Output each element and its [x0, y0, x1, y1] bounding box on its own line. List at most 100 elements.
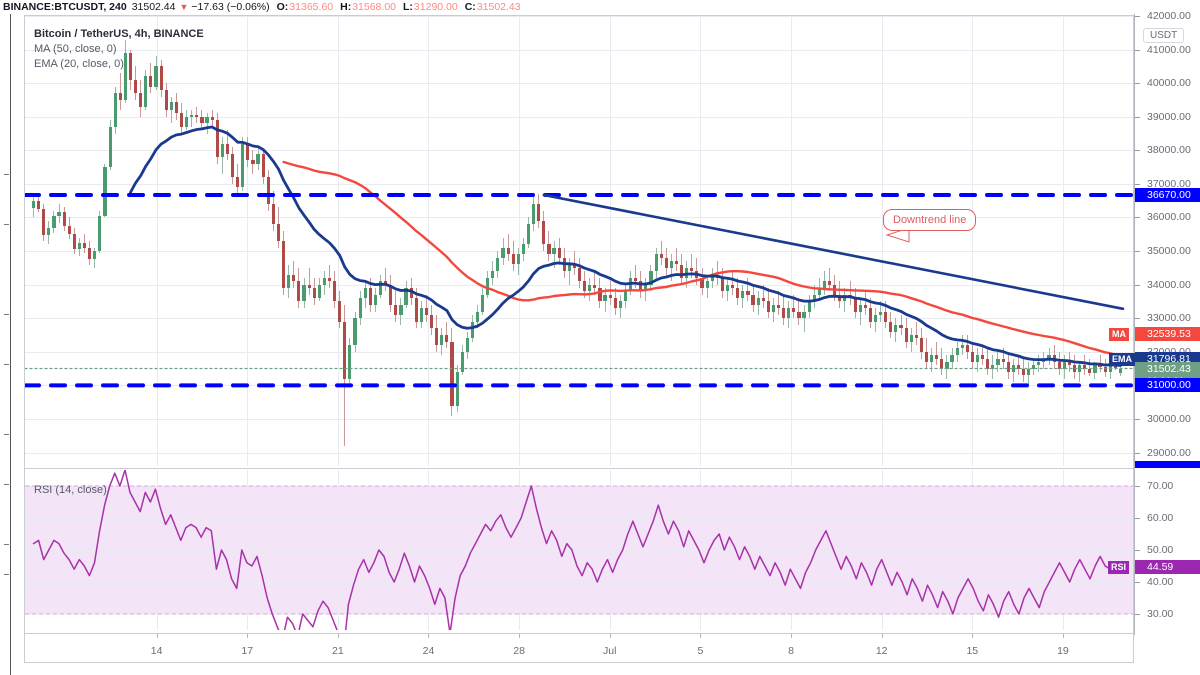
candle-body — [302, 284, 306, 302]
candle-body — [1021, 368, 1026, 376]
candle-body — [353, 318, 357, 346]
time-axis[interactable]: 14 17 21 24 28 Jul 5 8 12 15 19 — [25, 634, 1133, 662]
candle-body — [378, 281, 383, 295]
price-axis-unit[interactable]: USDT — [1143, 28, 1185, 43]
candle-wick — [859, 298, 861, 325]
candle-body — [879, 311, 883, 315]
candle-body — [399, 304, 403, 315]
candle-body — [481, 294, 485, 312]
candle-wick — [762, 284, 764, 309]
candle-body — [333, 281, 337, 302]
candle-body — [72, 234, 76, 250]
downtrend-trendline[interactable] — [542, 193, 1125, 311]
ticker-change: −17.63 (−0.06%) — [191, 1, 270, 13]
candle-body — [577, 267, 582, 282]
candle-body — [634, 277, 638, 282]
candle-body — [220, 143, 224, 158]
grid-line-vertical — [609, 16, 611, 466]
candle-body — [108, 126, 112, 168]
ema-legend[interactable]: EMA (20, close, 0) — [34, 58, 124, 70]
candle-body — [93, 251, 97, 260]
candle-wick — [747, 277, 749, 302]
candle-wick — [635, 264, 637, 288]
candle-body — [185, 116, 189, 127]
ma-legend[interactable]: MA (50, close, 0) — [34, 43, 117, 55]
left-strip-tick — [4, 224, 9, 225]
candle-body — [618, 301, 622, 309]
candle-body — [639, 281, 643, 292]
time-axis-label: 19 — [1057, 645, 1069, 657]
candle-body — [674, 261, 679, 265]
candle-body — [797, 311, 801, 319]
rsi-axis[interactable]: 70.00 60.00 50.00 40.00 30.00 44.59 — [1134, 470, 1200, 635]
time-axis-label: 8 — [788, 645, 794, 657]
candle-body — [1088, 368, 1092, 373]
badge-value: 32539.53 — [1147, 327, 1191, 340]
candle-body — [261, 153, 265, 178]
candle-wick — [553, 241, 555, 268]
candle-body — [766, 301, 770, 312]
candle-body — [200, 116, 204, 124]
candle-body — [52, 215, 56, 228]
candle-body — [547, 244, 551, 255]
candle-body — [812, 294, 816, 302]
candle-body — [103, 167, 107, 216]
grid-line-vertical — [337, 16, 339, 466]
grid-line-horizontal — [25, 352, 1133, 353]
price-axis-badge-support[interactable]: 31000.00 — [1135, 378, 1200, 393]
candle-body — [654, 254, 658, 272]
candle-body — [970, 351, 975, 362]
pane-divider[interactable] — [24, 468, 1134, 469]
grid-line-horizontal — [25, 318, 1133, 319]
price-axis-tick — [1135, 117, 1140, 118]
candle-body — [986, 358, 990, 369]
rsi-axis-tick — [1135, 486, 1140, 487]
candle-body — [700, 277, 704, 288]
price-axis-tick — [1135, 285, 1140, 286]
candle-body — [195, 115, 199, 117]
ticker-symbol[interactable]: BINANCE:BTCUSDT, 240 — [3, 1, 127, 13]
candle-wick — [293, 261, 295, 288]
price-axis-badge-ma[interactable]: 32539.53 — [1135, 326, 1200, 341]
candle-body — [736, 288, 740, 299]
candle-body — [1083, 365, 1087, 369]
candle-body — [720, 277, 724, 292]
price-axis-label: 34000.00 — [1147, 278, 1191, 291]
candle-wick — [849, 281, 851, 305]
candle-body — [884, 311, 888, 322]
price-axis-tick — [1135, 184, 1140, 185]
downtrend-line-callout[interactable]: Downtrend line — [883, 209, 977, 231]
candle-wick — [961, 335, 963, 356]
price-axis-tick — [1135, 251, 1140, 252]
rsi-grid-line — [25, 582, 1133, 583]
rsi-indicator-pane[interactable] — [25, 470, 1133, 630]
price-chart-pane[interactable] — [25, 16, 1133, 466]
badge-value: 31796.81 — [1147, 352, 1191, 365]
candle-body — [82, 242, 87, 248]
time-axis-label: Jul — [603, 645, 617, 657]
candle-body — [516, 254, 520, 265]
grid-line-horizontal — [25, 150, 1133, 151]
candle-body — [644, 284, 648, 292]
rsi-axis-badge[interactable]: 44.59 — [1135, 560, 1200, 575]
ma-50-line — [282, 160, 1122, 357]
candle-body — [526, 224, 531, 245]
rsi-axis-tag: RSI — [1108, 561, 1130, 575]
ticker-low-label: L: — [403, 1, 413, 13]
candle-body — [802, 311, 806, 319]
badge-value: 36670.00 — [1147, 188, 1191, 201]
candle-body — [1108, 363, 1112, 372]
price-axis-badge-resistance[interactable]: 36670.00 — [1135, 187, 1200, 202]
candle-body — [62, 212, 66, 226]
rsi-legend[interactable]: RSI (14, close) — [34, 484, 107, 496]
candle-wick — [670, 254, 672, 282]
candle-body — [419, 308, 423, 322]
candle-body — [271, 204, 275, 225]
price-axis-tick — [1135, 16, 1140, 17]
time-axis-label: 28 — [513, 645, 525, 657]
grid-line-horizontal — [25, 83, 1133, 84]
candle-wick — [1084, 355, 1086, 376]
candle-body — [251, 160, 255, 164]
grid-line-vertical — [791, 16, 793, 466]
price-axis-label: 35000.00 — [1147, 245, 1191, 258]
